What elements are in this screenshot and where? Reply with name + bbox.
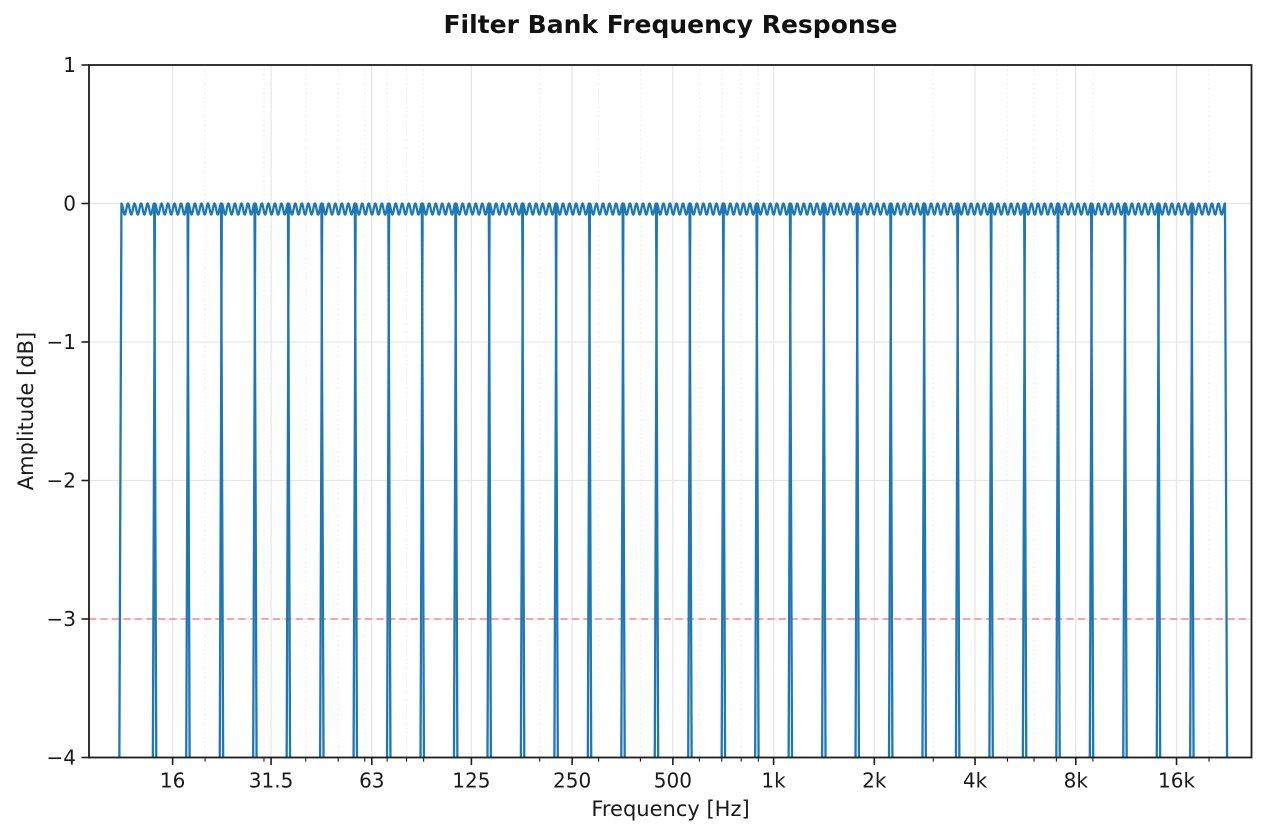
y-tick-label: −2 — [47, 469, 76, 493]
x-tick-label: 1k — [761, 769, 786, 793]
x-tick-label: 63 — [359, 769, 384, 793]
response-curve — [118, 202, 1229, 758]
plot-border — [88, 64, 1253, 759]
y-tick-label: 0 — [63, 192, 76, 216]
y-tick-label: 1 — [63, 53, 76, 77]
x-tick-label: 2k — [862, 769, 887, 793]
x-tick-label: 16 — [160, 769, 185, 793]
tick-labels: 16 31.5 63 125 250 500 1k 2k 4k 8k 16k 1 0 −1 −2 −3 −4 — [47, 53, 1196, 793]
x-tick-label: 16k — [1158, 769, 1195, 793]
y-tick-label: −4 — [47, 746, 76, 770]
axis-ticks — [81, 64, 1210, 765]
x-tick-label: 31.5 — [249, 769, 294, 793]
major-gridlines — [89, 64, 1252, 759]
x-tick-label: 500 — [654, 769, 692, 793]
x-tick-label: 8k — [1064, 769, 1089, 793]
x-tick-label: 250 — [553, 769, 591, 793]
y-tick-label: −3 — [47, 607, 76, 631]
y-tick-label: −1 — [47, 330, 76, 354]
chart-title: Filter Bank Frequency Response — [443, 10, 898, 39]
x-axis-title: Frequency [Hz] — [591, 797, 750, 821]
x-tick-label: 4k — [963, 769, 988, 793]
x-tick-label: 125 — [452, 769, 490, 793]
